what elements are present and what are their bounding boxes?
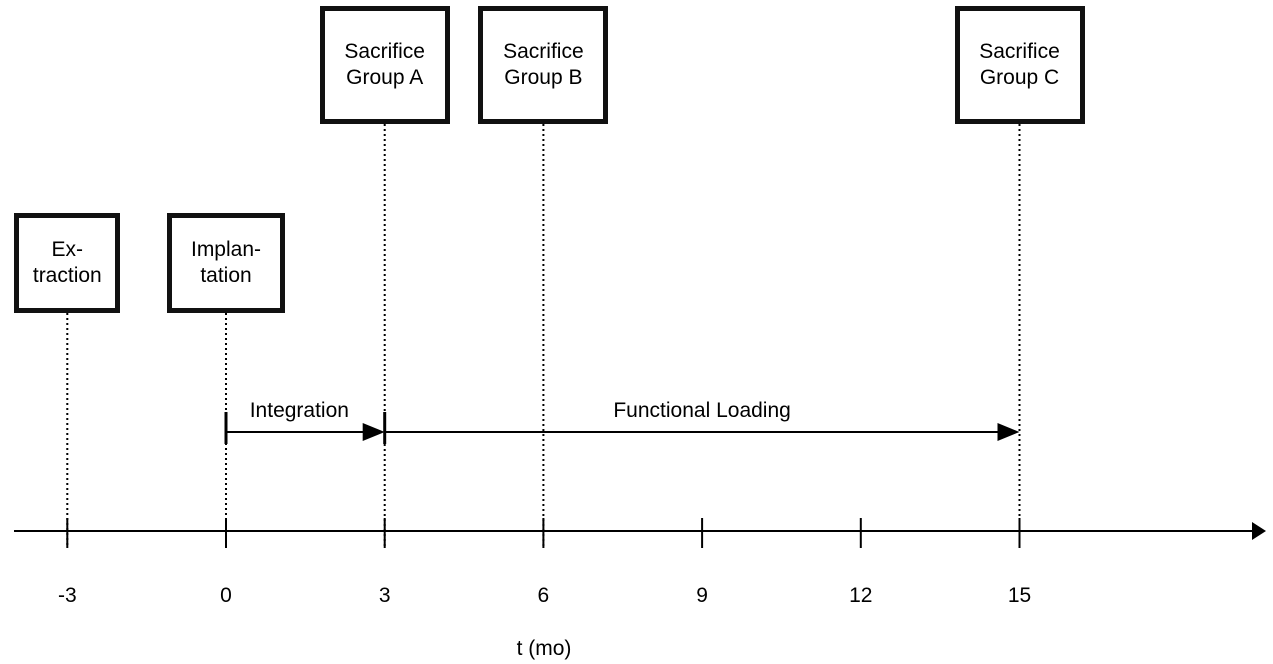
event-label-line: traction <box>32 264 102 287</box>
event-label-line: Group B <box>504 66 583 89</box>
event-label-line: Implan- <box>190 238 262 261</box>
phase-label-integration: Integration <box>249 399 349 422</box>
event-label-line: Sacrifice <box>503 40 584 63</box>
phase-arrows <box>224 412 1020 444</box>
event-label-line: Ex- <box>51 238 84 261</box>
event-label-line: Sacrifice <box>344 40 425 63</box>
tick-label: 3 <box>378 584 391 607</box>
time-axis <box>14 518 1266 548</box>
event-box-sacrifice-a: Sacrifice Group A <box>319 6 450 124</box>
event-box-sacrifice-c: Sacrifice Group C <box>954 6 1085 124</box>
event-box-sacrifice-b: Sacrifice Group B <box>478 6 609 124</box>
tick-label: 15 <box>1007 584 1032 607</box>
guide-lines <box>66 124 1021 548</box>
tick-label: 6 <box>537 584 550 607</box>
tick-label: 0 <box>220 584 232 607</box>
event-box-extraction: Ex-traction <box>14 213 121 313</box>
event-label-line: tation <box>200 264 252 287</box>
axis-title: t (mo) <box>516 637 572 660</box>
event-label-line: Group A <box>346 66 424 89</box>
phase-arrowhead-integration <box>362 423 385 441</box>
tick-label: 12 <box>849 584 873 607</box>
event-label-line: Sacrifice <box>979 40 1060 63</box>
tick-label: 9 <box>696 584 708 607</box>
phase-arrowhead-functional-loading <box>997 423 1020 441</box>
phase-label-functional-loading: Functional Loading <box>613 399 791 422</box>
event-label-line: Group C <box>979 66 1060 89</box>
axis-arrowhead <box>1252 522 1266 540</box>
tick-label: -3 <box>57 584 77 607</box>
event-box-implantation: Implan-tation <box>167 213 285 313</box>
